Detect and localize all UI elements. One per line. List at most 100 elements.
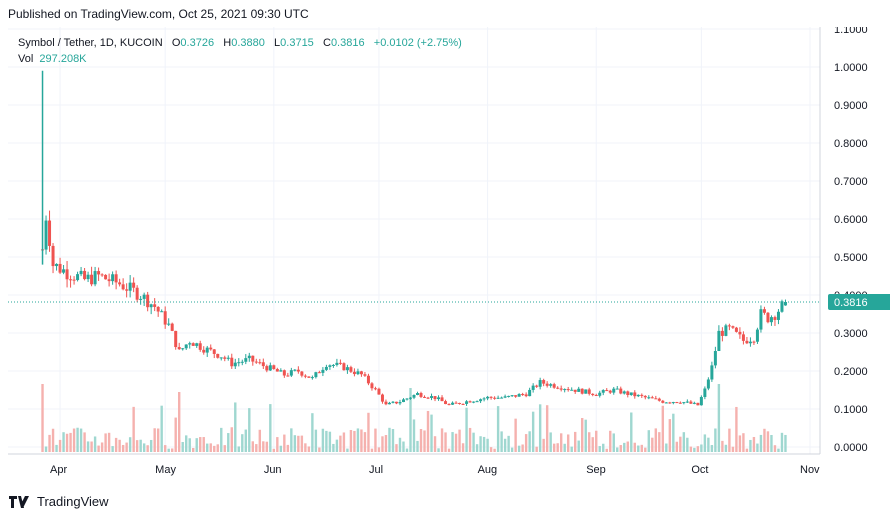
volume-label: Vol <box>18 53 34 65</box>
volume-bar <box>248 408 251 452</box>
candle-body <box>542 380 546 384</box>
volume-bar <box>97 445 100 452</box>
volume-bar <box>735 406 738 452</box>
candle-body <box>566 389 570 391</box>
candle-body <box>58 263 62 273</box>
candle-body <box>664 402 668 404</box>
candle-body <box>121 284 125 290</box>
candle-body <box>605 390 609 392</box>
volume-bar <box>609 430 612 452</box>
low-label: L <box>274 37 281 49</box>
candle-body <box>205 347 209 353</box>
volume-bar <box>696 446 700 452</box>
volume-bar <box>223 445 226 452</box>
x-tick-label: Jul <box>369 464 383 476</box>
volume-bar <box>374 428 377 452</box>
volume-bar <box>55 444 58 452</box>
volume-bar <box>756 443 759 452</box>
volume-bar <box>93 436 97 452</box>
open-label: O <box>171 37 181 49</box>
volume-bar <box>51 428 55 452</box>
candle-body <box>573 389 577 392</box>
x-tick-label: Sep <box>586 464 606 476</box>
candle-body <box>661 400 665 403</box>
candle-body <box>601 390 605 393</box>
volume-bar <box>633 442 636 452</box>
candle-body <box>437 397 441 400</box>
volume-bar <box>65 433 69 452</box>
candle-body <box>731 326 735 328</box>
candle-body <box>493 397 497 399</box>
volume-bar <box>272 448 276 452</box>
candle-body <box>633 392 637 397</box>
volume-bar <box>451 432 454 452</box>
volume-bar <box>745 448 749 452</box>
volume-bar <box>496 406 500 452</box>
volume-bar <box>146 445 149 452</box>
volume-bar <box>244 429 247 452</box>
volume-bar <box>363 432 367 452</box>
last-price-tag[interactable] <box>828 293 890 310</box>
volume-bar <box>598 446 601 452</box>
volume-bar <box>500 431 503 452</box>
volume-bar <box>752 436 756 452</box>
candle-body <box>244 358 248 362</box>
y-tick-label: 0.1000 <box>834 404 868 416</box>
candle-body <box>384 401 388 405</box>
candle-body <box>349 367 353 372</box>
volume-bar <box>675 441 679 452</box>
candle-body <box>552 384 556 388</box>
candle-body <box>545 383 549 386</box>
volume-bar <box>142 443 146 452</box>
volume-bar <box>570 446 573 452</box>
tradingview-footer[interactable]: TradingView <box>9 494 109 509</box>
candle-body <box>219 357 223 359</box>
candle-body <box>783 301 787 306</box>
volume-bar <box>174 417 177 452</box>
chart-area[interactable]: 0.00000.10000.20000.30000.40000.50000.60… <box>8 27 890 481</box>
candle-body <box>416 393 420 395</box>
candle-body <box>524 394 528 397</box>
low-value: 0.3715 <box>280 37 314 49</box>
candle-body <box>202 349 206 353</box>
symbol-label[interactable]: Symbol / Tether, 1D, KUCOIN <box>18 37 163 49</box>
plot-background[interactable] <box>8 27 820 454</box>
candlestick-chart[interactable]: 0.00000.10000.20000.30000.40000.50000.60… <box>8 27 890 481</box>
candle-body <box>233 362 237 367</box>
volume-bar <box>135 440 139 452</box>
volume-bar <box>556 443 559 452</box>
candle-body <box>114 274 118 283</box>
volume-bar <box>654 428 658 452</box>
volume-bar <box>693 447 696 452</box>
volume-bar <box>489 447 493 452</box>
volume-bar <box>167 448 170 452</box>
candle-body <box>451 402 455 405</box>
candle-body <box>65 269 69 280</box>
volume-bar <box>370 448 374 452</box>
volume-bar <box>367 412 370 452</box>
candle-body <box>615 388 619 390</box>
volume-bar <box>710 445 714 452</box>
candle-body <box>622 391 626 394</box>
volume-bar <box>388 427 391 452</box>
candle-body <box>174 330 178 348</box>
candle-body <box>759 309 763 330</box>
candle-body <box>79 270 83 275</box>
volume-bar <box>384 435 388 452</box>
volume-bar <box>493 448 496 452</box>
volume-bar <box>69 432 72 452</box>
volume-bar <box>128 437 132 452</box>
candle-body <box>699 396 703 406</box>
candle-body <box>212 349 216 354</box>
volume-bar <box>241 434 244 452</box>
candle-body <box>472 401 476 403</box>
volume-bar <box>335 439 339 452</box>
volume-bar <box>395 444 398 452</box>
candle-body <box>321 369 325 373</box>
volume-bar <box>279 445 283 452</box>
volume-bar <box>297 435 300 452</box>
volume-bar <box>90 441 93 452</box>
candle-body <box>619 388 623 394</box>
x-tick-label: Nov <box>800 464 820 476</box>
candle-body <box>412 394 416 398</box>
